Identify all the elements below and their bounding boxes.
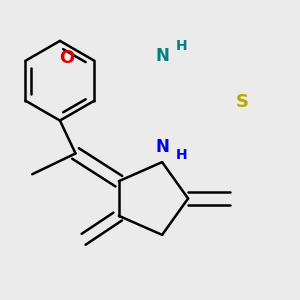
Text: H: H (176, 148, 187, 162)
Text: N: N (156, 47, 170, 65)
Text: O: O (59, 49, 74, 67)
Text: S: S (235, 92, 248, 110)
Text: N: N (156, 138, 170, 156)
Text: H: H (176, 39, 187, 53)
